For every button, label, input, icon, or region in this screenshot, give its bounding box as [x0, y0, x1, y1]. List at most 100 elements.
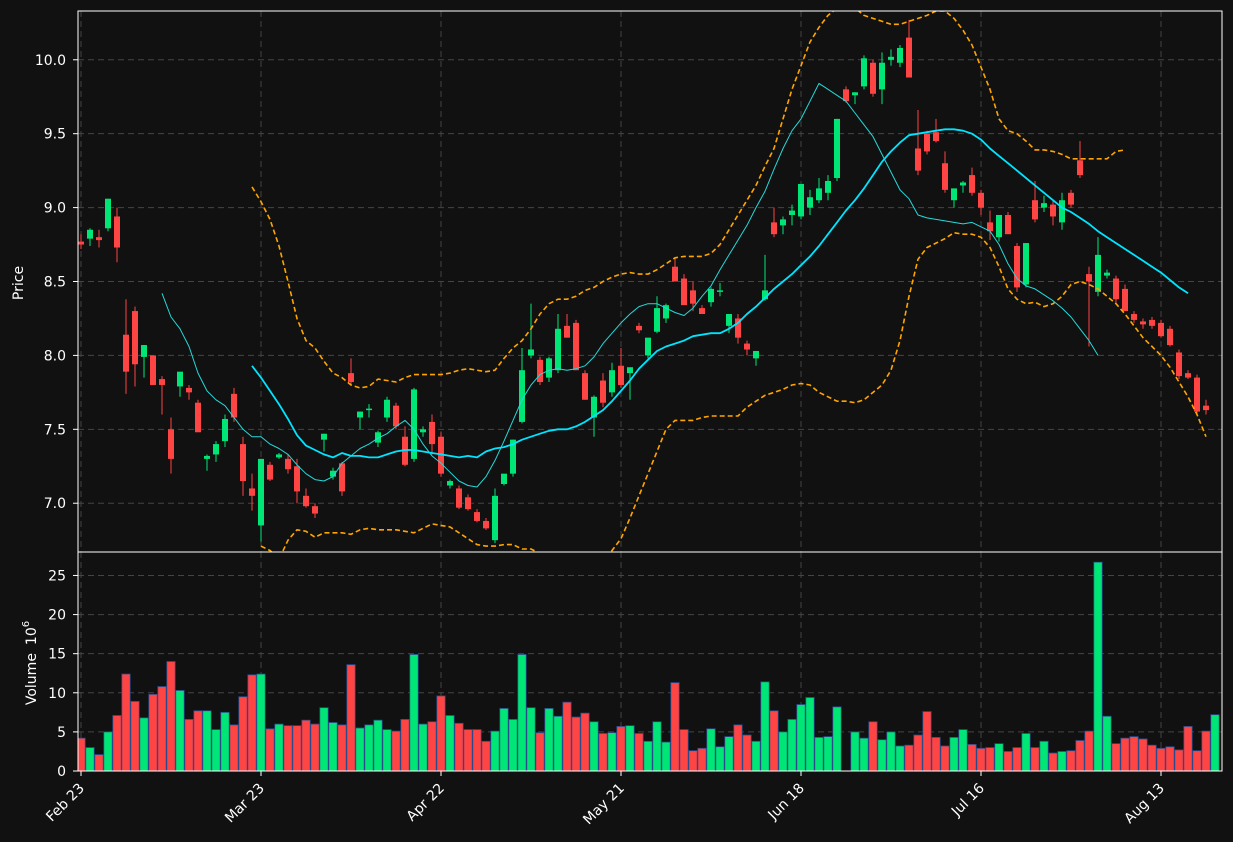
volume-bar: [94, 754, 104, 771]
candle-body: [87, 229, 93, 239]
candle-body: [978, 192, 984, 208]
candle-body: [429, 421, 435, 445]
candle-body: [681, 278, 687, 306]
candle-body: [1086, 274, 1092, 282]
volume-bar: [643, 740, 653, 771]
volume-bar: [949, 736, 959, 771]
volume-bar: [787, 718, 797, 771]
candle-body: [735, 318, 741, 338]
volume-bar: [967, 744, 977, 771]
volume-bar: [1012, 747, 1022, 771]
volume-bar: [1201, 730, 1211, 771]
candle-body: [537, 359, 543, 383]
price-tick-label: 7.0: [44, 496, 66, 512]
candle-body: [1104, 272, 1110, 276]
volume-bar: [1147, 744, 1157, 771]
volume-bar: [688, 750, 698, 771]
volume-bar: [589, 721, 599, 771]
volume-bar: [1057, 751, 1067, 771]
candle-body: [420, 429, 426, 433]
upper-band-line: [251, 11, 1126, 389]
volume-bar: [1075, 740, 1085, 771]
candle-body: [744, 343, 750, 350]
candle-body: [996, 214, 1002, 238]
volume-bar: [373, 719, 383, 771]
candle-body: [879, 62, 885, 90]
volume-bar: [1003, 751, 1013, 771]
candle-body: [249, 488, 255, 496]
volume-bar: [292, 725, 302, 771]
volume-bar: [1039, 740, 1049, 771]
candle-body: [1059, 200, 1065, 223]
volume-bar: [274, 723, 284, 771]
candle-body: [798, 183, 804, 217]
volume-bar: [877, 739, 887, 771]
candle-body: [447, 481, 453, 486]
candle-body: [834, 118, 840, 179]
volume-bar: [148, 693, 158, 771]
volume-bar: [607, 732, 617, 771]
candle-body: [888, 56, 894, 60]
candle-body: [1023, 243, 1029, 285]
volume-bars: [78, 561, 1220, 771]
candle-body: [141, 345, 147, 357]
price-axis-label: Price: [11, 266, 27, 300]
volume-bar: [562, 701, 572, 771]
candle-body: [294, 466, 300, 492]
candle-body: [663, 305, 669, 319]
volume-bar: [337, 724, 347, 771]
candle-body: [672, 266, 678, 282]
candle-body: [1149, 319, 1155, 326]
candle-body: [519, 370, 525, 422]
volume-bar: [1120, 737, 1130, 771]
volume-bar: [193, 710, 203, 771]
candle-body: [708, 288, 714, 303]
volume-bar: [238, 696, 248, 771]
candle-body: [1194, 377, 1200, 412]
candle-body: [726, 314, 732, 326]
candle-body: [573, 322, 579, 371]
volume-bar: [184, 718, 194, 771]
volume-bar: [958, 729, 968, 771]
candle-body: [780, 219, 786, 226]
volume-bar: [1129, 736, 1139, 771]
candle-body: [123, 334, 129, 372]
volume-bar: [931, 736, 941, 771]
volume-bar: [985, 747, 995, 771]
volume-bar: [994, 743, 1004, 771]
volume-tick-label: 0: [57, 764, 66, 780]
candle-body: [1005, 214, 1011, 235]
price-tick-label: 8.5: [44, 275, 66, 291]
volume-bar: [400, 718, 410, 771]
volume-bar: [166, 661, 176, 771]
volume-bar: [796, 704, 806, 771]
candle-body: [492, 495, 498, 541]
candle-body: [411, 389, 417, 459]
volume-bar: [913, 734, 923, 771]
volume-bar: [409, 654, 419, 771]
volume-bar: [733, 724, 743, 771]
candle-body: [204, 455, 210, 459]
volume-bar: [823, 736, 833, 771]
volume-bar: [229, 724, 239, 771]
volume-bar: [1111, 743, 1121, 771]
x-tick-label: Apr 22: [404, 781, 448, 825]
volume-bar: [490, 730, 500, 771]
candle-body: [852, 92, 858, 96]
volume-bar: [1048, 752, 1058, 771]
price-panel: 7.0 7.5 8.0 8.5 9.0 9.5 10.0: [35, 10, 1223, 553]
candle-body: [564, 325, 570, 338]
candle-body: [1050, 204, 1056, 217]
volume-bar: [1066, 750, 1076, 771]
volume-bar: [886, 731, 896, 771]
x-tick-label: Mar 23: [222, 781, 268, 827]
volume-bar: [391, 730, 401, 771]
volume-bar: [418, 723, 428, 771]
volume-bar: [481, 740, 491, 771]
candle-body: [303, 495, 309, 507]
x-tick-label: Feb 23: [43, 781, 88, 826]
volume-bar: [868, 721, 878, 771]
candle-body: [1176, 352, 1182, 377]
volume-bar: [625, 725, 635, 771]
candle-body: [1122, 288, 1128, 312]
